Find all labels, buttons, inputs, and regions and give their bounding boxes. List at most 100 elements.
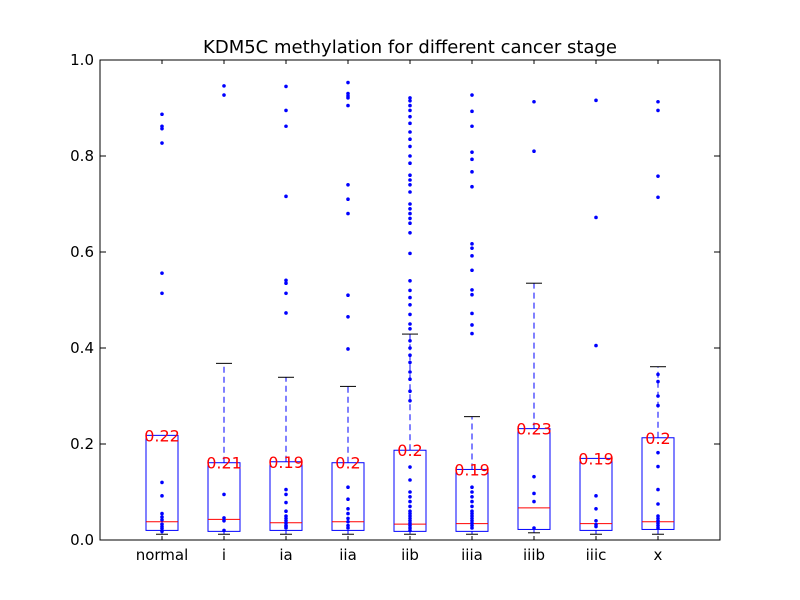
- box-iqr: [455, 468, 489, 532]
- flier-point: [346, 497, 350, 502]
- flier-point: [408, 202, 412, 206]
- flier-point: [470, 170, 474, 174]
- flier-point: [408, 173, 412, 177]
- flier-point: [532, 499, 536, 504]
- flier-point: [408, 360, 412, 365]
- plot-area: 0.22 0.21 0.19 0.2 0.2 0.19 0.23 0.19 0.2: [144, 80, 675, 535]
- flier-point: [408, 99, 412, 103]
- flier-point: [160, 126, 164, 131]
- flier-point: [160, 511, 164, 516]
- flier-point: [470, 93, 474, 97]
- flier-point: [346, 96, 350, 100]
- x-tick-label: i: [222, 546, 226, 564]
- flier-point: [656, 502, 660, 506]
- flier-point: [656, 450, 660, 455]
- x-tick-label: iia: [339, 546, 357, 564]
- box-annotation: 0.23: [516, 420, 552, 439]
- x-tick-label: iiia: [461, 546, 483, 564]
- x-tick-label: ia: [279, 546, 292, 564]
- flier-point: [408, 154, 412, 158]
- flier-point: [346, 511, 350, 516]
- flier-point: [470, 292, 474, 297]
- flier-point: [346, 80, 350, 85]
- flier-point: [408, 137, 412, 141]
- box-group-iib: 0.2: [393, 96, 427, 535]
- flier-point: [160, 526, 164, 531]
- flier-point: [470, 246, 474, 250]
- flier-point: [408, 231, 412, 235]
- flier-point: [160, 515, 164, 519]
- flier-point: [408, 303, 412, 307]
- flier-point: [222, 519, 226, 523]
- flier-point: [346, 315, 350, 319]
- y-tick-label: 0.6: [70, 243, 94, 261]
- box-group-iiib: 0.23: [516, 99, 552, 534]
- flier-point: [532, 474, 536, 479]
- flier-point: [594, 215, 598, 220]
- x-tick-label: iiic: [586, 546, 607, 564]
- y-tick-label: 0.2: [70, 435, 94, 453]
- flier-point: [408, 288, 412, 293]
- flier-point: [656, 379, 660, 384]
- flier-point: [656, 464, 660, 469]
- flier-point: [594, 524, 598, 529]
- flier-point: [470, 331, 474, 336]
- flier-point: [470, 490, 474, 494]
- flier-point: [470, 109, 474, 114]
- flier-point: [470, 526, 474, 530]
- flier-point: [470, 288, 474, 292]
- flier-point: [160, 112, 164, 117]
- flier-point: [408, 389, 412, 394]
- flier-point: [284, 311, 288, 315]
- box-annotation: 0.22: [144, 426, 180, 445]
- flier-point: [408, 207, 412, 211]
- flier-point: [408, 183, 412, 187]
- flier-point: [470, 323, 474, 327]
- box-annotation: 0.2: [397, 441, 422, 460]
- flier-point: [408, 130, 412, 134]
- box-group-normal: 0.22: [144, 112, 180, 535]
- flier-point: [408, 495, 412, 499]
- y-tick-label: 0.0: [70, 531, 94, 549]
- flier-point: [346, 485, 350, 490]
- flier-point: [284, 500, 288, 505]
- flier-point: [656, 394, 660, 398]
- flier-point: [408, 504, 412, 509]
- flier-point: [408, 370, 412, 374]
- flier-point: [470, 124, 474, 129]
- flier-point: [284, 492, 288, 497]
- flier-point: [470, 242, 474, 246]
- box-annotation: 0.2: [645, 429, 670, 448]
- y-tick-label: 1.0: [70, 51, 94, 69]
- flier-point: [656, 108, 660, 113]
- flier-point: [408, 211, 412, 216]
- flier-point: [408, 346, 412, 350]
- flier-point: [408, 327, 412, 331]
- flier-point: [656, 195, 660, 200]
- flier-point: [284, 278, 288, 283]
- y-tick-label: 0.4: [70, 339, 94, 357]
- flier-point: [408, 322, 412, 326]
- x-tick-label: x: [654, 546, 663, 564]
- flier-point: [284, 526, 288, 530]
- flier-point: [284, 108, 288, 113]
- flier-point: [408, 399, 412, 403]
- flier-point: [160, 480, 164, 485]
- flier-point: [346, 197, 350, 201]
- flier-point: [346, 526, 350, 530]
- box-annotation: 0.2: [335, 454, 360, 473]
- x-tick-label: iiib: [523, 546, 545, 564]
- flier-point: [346, 516, 350, 521]
- flier-point: [594, 507, 598, 511]
- flier-point: [346, 211, 350, 216]
- flier-point: [284, 281, 288, 286]
- flier-point: [346, 507, 350, 511]
- box-annotation: 0.19: [268, 453, 304, 472]
- flier-point: [284, 509, 288, 513]
- box-group-i: 0.21: [206, 84, 242, 535]
- flier-point: [470, 499, 474, 504]
- flier-point: [656, 174, 660, 178]
- flier-point: [408, 161, 412, 165]
- flier-point: [656, 372, 660, 377]
